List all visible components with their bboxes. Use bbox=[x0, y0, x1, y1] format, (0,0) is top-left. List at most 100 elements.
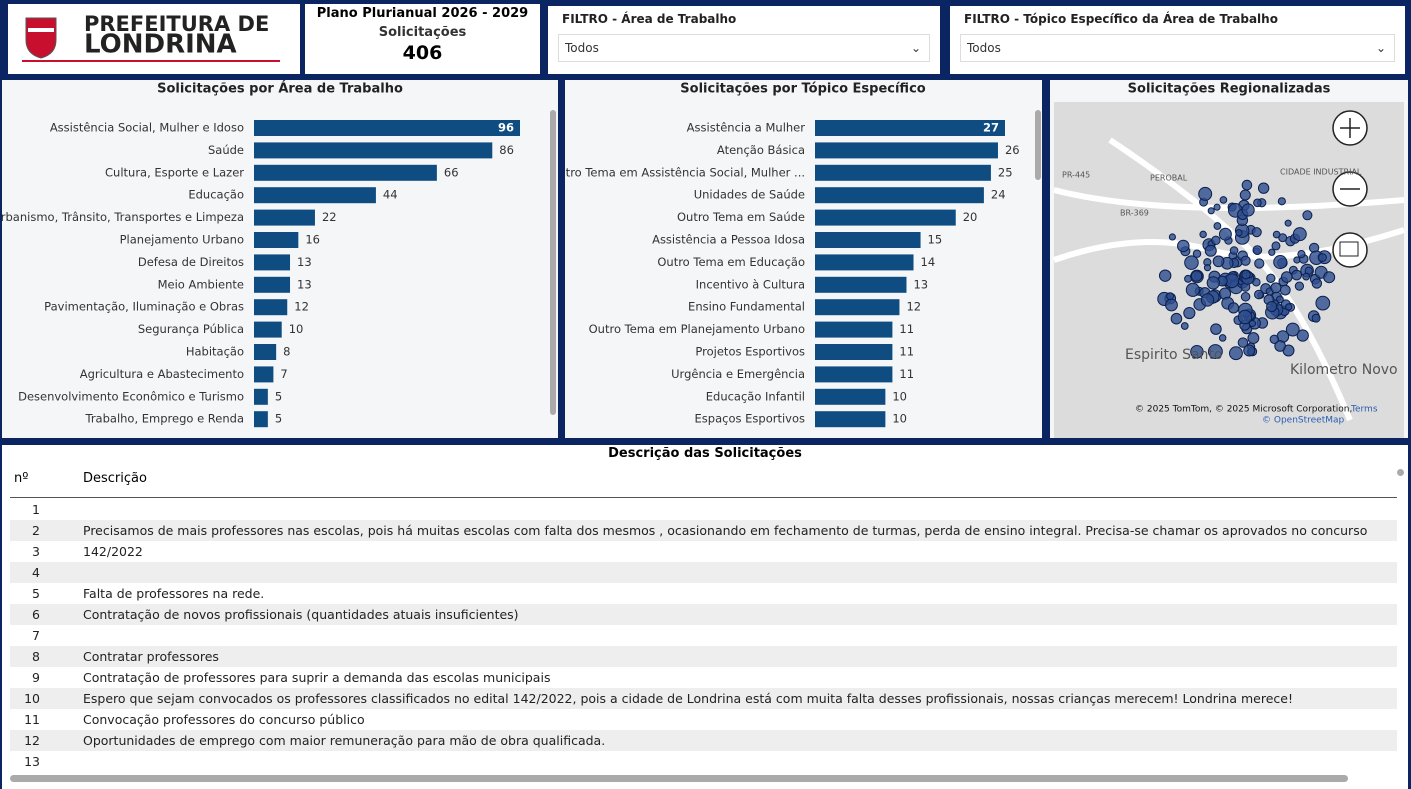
bar bbox=[254, 164, 437, 181]
map-point bbox=[1285, 322, 1300, 337]
map-point bbox=[1241, 269, 1251, 280]
table-row[interactable]: 6 Contratação de novos profissionais (qua… bbox=[10, 604, 1397, 625]
table-row[interactable]: 3 bbox=[32, 544, 40, 559]
map-point bbox=[1253, 198, 1262, 208]
map-point bbox=[1166, 292, 1175, 301]
place-label: BR-369 bbox=[1120, 209, 1149, 218]
bar bbox=[254, 276, 291, 293]
scrollbar bbox=[1397, 469, 1404, 476]
value-label: 5 bbox=[275, 389, 282, 403]
value-label: 5 bbox=[275, 412, 282, 426]
bar bbox=[254, 344, 277, 360]
map-point bbox=[1257, 182, 1270, 194]
value-label: 10 bbox=[892, 389, 907, 403]
bar bbox=[254, 209, 315, 226]
map-point bbox=[1285, 303, 1293, 311]
select-tool[interactable] bbox=[1332, 232, 1368, 268]
scrollbar bbox=[10, 775, 1348, 782]
map-point bbox=[1177, 239, 1190, 253]
place-label: CIDADE INDUSTRIAL bbox=[1280, 168, 1362, 177]
filter: FILTRO - Tópico Específico da Área de Tr… bbox=[950, 6, 1405, 74]
map-point bbox=[1277, 197, 1286, 206]
table-row[interactable]: 2 Precisamos de mais professores nas esco… bbox=[10, 520, 1397, 559]
category-label: Assistência a Pessoa Idosa bbox=[652, 233, 805, 247]
description-cell: Oportunidades de emprego com maior remun… bbox=[83, 733, 606, 748]
bar bbox=[815, 366, 893, 383]
value-label: 96 bbox=[498, 121, 514, 135]
map-point bbox=[1254, 258, 1265, 269]
map-osm[interactable]: © OpenStreetMap bbox=[1262, 416, 1345, 426]
value-label: 20 bbox=[963, 210, 978, 224]
map-point bbox=[1239, 189, 1251, 201]
column-header[interactable]: nº bbox=[14, 471, 29, 486]
map-point bbox=[1168, 233, 1176, 241]
place-label: Kilometro Novo bbox=[1290, 362, 1398, 378]
map-point bbox=[1294, 281, 1305, 291]
map-point bbox=[1302, 210, 1313, 221]
map-point bbox=[1284, 219, 1292, 227]
select-icon bbox=[1339, 241, 1359, 257]
table-row[interactable]: 12 Oportunidades de emprego com maior rem… bbox=[10, 730, 1397, 751]
filter-select[interactable]: Todos ⌄ bbox=[960, 34, 1395, 62]
category-label: Educação Infantil bbox=[706, 389, 805, 403]
description-cell: Convocação professores do concurso públi… bbox=[83, 712, 365, 727]
kpi-card: Plano Plurianual 2026 - 2029 Solicitaçõe… bbox=[305, 4, 540, 74]
table-row[interactable]: 5 Falta de professores na rede. bbox=[10, 583, 1397, 604]
map-point bbox=[1185, 282, 1200, 297]
value-label: 16 bbox=[305, 233, 320, 247]
map-point bbox=[1248, 319, 1257, 328]
description-cell: Contratação de professores para suprir a… bbox=[83, 670, 551, 685]
value-label: 11 bbox=[899, 367, 914, 381]
map-point bbox=[1272, 230, 1281, 239]
map-point bbox=[1198, 186, 1213, 201]
bar bbox=[254, 232, 299, 248]
map-point bbox=[1204, 244, 1217, 257]
chart-panel: Solicitações por Tópico Específico Assist… bbox=[565, 80, 1042, 438]
category-label: Cultura, Esporte e Lazer bbox=[105, 165, 244, 179]
value-label: 66 bbox=[444, 165, 459, 179]
table-row[interactable]: 11 Convocação professores do concurso púb… bbox=[10, 709, 1397, 730]
map-point bbox=[1311, 313, 1321, 323]
map-point bbox=[1276, 295, 1284, 304]
map-point bbox=[1241, 203, 1255, 217]
bar-chart: Solicitações por Tópico Específico Assist… bbox=[565, 82, 1041, 428]
table-row[interactable]: 10 Espero que sejam convocados os profess… bbox=[10, 688, 1397, 709]
map-point bbox=[1240, 255, 1251, 266]
column-header[interactable]: Descrição bbox=[83, 471, 147, 486]
filter-value: Todos bbox=[565, 41, 599, 55]
table-row[interactable]: 13 bbox=[24, 754, 40, 769]
filter: FILTRO - Área de Trabalho Todos ⌄ bbox=[548, 6, 940, 74]
filter-select[interactable]: Todos ⌄ bbox=[558, 34, 930, 62]
value-label: 12 bbox=[294, 300, 309, 314]
map-point bbox=[1311, 278, 1323, 289]
map-panel: Solicitações Regionalizadas © 2025 TomTo… bbox=[1050, 80, 1408, 438]
map-point bbox=[1218, 334, 1227, 342]
table-row[interactable]: 1 bbox=[32, 502, 40, 517]
category-label: Urgência e Emergência bbox=[671, 367, 805, 381]
map-point bbox=[1207, 207, 1215, 215]
bar bbox=[815, 321, 893, 338]
map-point bbox=[1237, 309, 1253, 325]
logo-art: PREFEITURA DE LONDRINA bbox=[22, 12, 280, 62]
bar bbox=[254, 411, 268, 428]
category-label: Habitação bbox=[186, 345, 244, 359]
value-label: 13 bbox=[913, 277, 928, 291]
map-terms[interactable]: Terms bbox=[1350, 405, 1378, 415]
map-point bbox=[1158, 269, 1172, 282]
value-label: 86 bbox=[499, 143, 514, 157]
place-label: PEROBAL bbox=[1150, 174, 1188, 183]
table-row[interactable]: 4 bbox=[10, 562, 1397, 583]
category-label: Assistência a Mulher bbox=[687, 121, 806, 135]
bar bbox=[254, 299, 288, 316]
map-point bbox=[1266, 301, 1278, 313]
table-row[interactable]: 7 bbox=[32, 628, 40, 643]
bar bbox=[254, 366, 274, 383]
scrollbar bbox=[550, 110, 556, 415]
map-point bbox=[1280, 271, 1293, 283]
map-point bbox=[1268, 248, 1276, 256]
table-row[interactable]: 8 Contratar professores bbox=[10, 646, 1397, 667]
shield bbox=[25, 17, 57, 59]
map-point bbox=[1199, 230, 1207, 239]
table-row[interactable]: 9 Contratação de professores para suprir … bbox=[10, 667, 1397, 688]
